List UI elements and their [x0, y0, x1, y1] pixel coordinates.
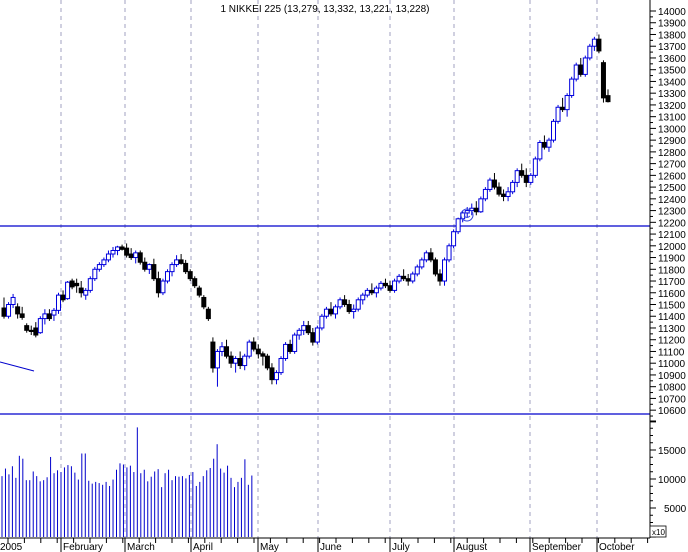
- date-axis-label: February: [63, 542, 103, 552]
- axes: [0, 0, 656, 543]
- price-axis-label: 12300: [658, 207, 686, 218]
- volume-bars: [1, 427, 253, 537]
- chart-title: 1 NIKKEI 225 (13,279, 13,332, 13,221, 13…: [220, 4, 429, 15]
- smiley-face-icon: [460, 208, 474, 222]
- volume-axis-label: 10000: [658, 475, 686, 486]
- price-axis-label: 13600: [658, 54, 686, 65]
- price-axis-label: 12700: [658, 160, 686, 171]
- price-axis-labels: 1400013900138001370013600135001340013300…: [658, 7, 686, 417]
- price-axis-label: 13700: [658, 42, 686, 53]
- price-axis-label: 10600: [658, 406, 686, 417]
- trend-line: [0, 361, 35, 372]
- price-axis-label: 12400: [658, 195, 686, 206]
- date-axis-label: October: [599, 542, 635, 552]
- price-axis-label: 13500: [658, 66, 686, 77]
- price-axis-label: 12000: [658, 242, 686, 253]
- price-axis-label: 10700: [658, 394, 686, 405]
- price-axis-label: 11200: [658, 336, 686, 347]
- volume-axis-labels: 15000 10000 5000: [658, 446, 687, 515]
- price-axis-label: 12200: [658, 218, 686, 229]
- date-axis-label: May: [260, 542, 279, 552]
- price-axis-label: 14000: [658, 7, 686, 18]
- date-axis-label: June: [320, 542, 342, 552]
- price-axis-label: 10900: [658, 371, 686, 382]
- price-axis-label: 13300: [658, 89, 686, 100]
- price-axis-label: 12800: [658, 148, 686, 159]
- vertical-gridlines: [60, 0, 598, 538]
- date-axis-label: 2005: [0, 542, 23, 552]
- price-axis-label: 11400: [658, 312, 686, 323]
- price-axis-label: 11300: [658, 324, 686, 335]
- date-axis-label: April: [193, 542, 213, 552]
- price-axis-label: 13100: [658, 113, 686, 124]
- price-axis-label: 11000: [658, 359, 686, 370]
- price-axis-label: 11500: [658, 301, 686, 312]
- price-candles: [1, 34, 611, 387]
- price-axis-label: 12600: [658, 171, 686, 182]
- resistance-line: [0, 225, 650, 415]
- price-axis-label: 13900: [658, 19, 686, 30]
- date-axis-label: July: [392, 542, 410, 552]
- price-axis-label: 10800: [658, 383, 686, 394]
- date-axis-label: August: [456, 542, 487, 552]
- price-axis-label: 13400: [658, 77, 686, 88]
- volume-axis-label: 5000: [664, 504, 687, 515]
- price-axis-label: 12500: [658, 183, 686, 194]
- price-axis-label: 11800: [658, 265, 686, 276]
- price-axis-label: 11100: [658, 347, 685, 358]
- price-axis-label: 11700: [658, 277, 686, 288]
- volume-multiplier-label: x10: [652, 528, 665, 537]
- date-axis-label: March: [127, 542, 155, 552]
- price-axis-label: 13800: [658, 30, 686, 41]
- price-axis-label: 13000: [658, 124, 686, 135]
- price-axis-label: 12900: [658, 136, 686, 147]
- price-axis-label: 11600: [658, 289, 686, 300]
- price-axis-label: 12100: [658, 230, 686, 241]
- price-axis-label: 11900: [658, 254, 686, 265]
- date-axis-labels: 2005 February March April May June July August S…: [0, 538, 635, 552]
- volume-multiplier-box: x10: [649, 525, 667, 538]
- volume-axis-label: 15000: [658, 446, 686, 457]
- price-axis-label: 13200: [658, 101, 686, 112]
- date-axis-label: September: [532, 542, 582, 552]
